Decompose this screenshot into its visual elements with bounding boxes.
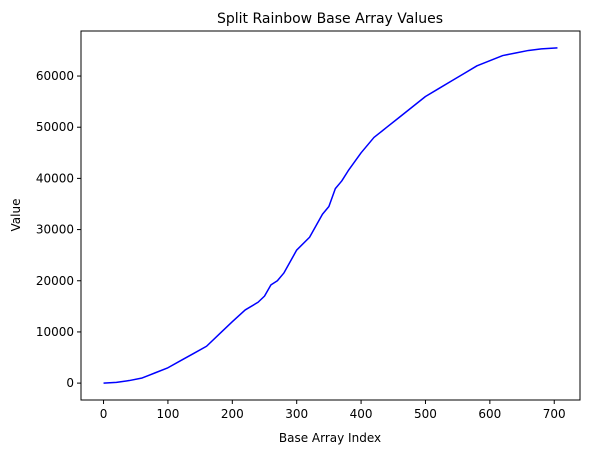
x-tick-label: 0 [100,407,108,421]
y-tick-label: 30000 [36,223,74,237]
y-tick-label: 40000 [36,171,74,185]
x-tick-label: 300 [285,407,308,421]
series-layer [103,47,558,384]
x-tick-label: 100 [156,407,179,421]
plot-area [80,30,581,401]
y-tick-label: 60000 [36,69,74,83]
x-tick-label: 700 [543,407,566,421]
series-line [103,47,558,384]
y-tick-label: 50000 [36,120,74,134]
x-axis: 0 100 200 300 400 500 600 700 [100,400,566,421]
y-axis-label: Value [9,199,23,232]
x-tick-label: 200 [221,407,244,421]
chart-title: Split Rainbow Base Array Values [217,11,443,27]
x-tick-label: 600 [478,407,501,421]
y-axis: 0 10000 20000 30000 40000 50000 60000 [36,69,81,390]
x-axis-label: Base Array Index [279,431,381,445]
y-tick-label: 20000 [36,274,74,288]
x-tick-label: 500 [414,407,437,421]
y-tick-label: 10000 [36,325,74,339]
y-tick-label: 0 [66,376,74,390]
x-tick-label: 400 [350,407,373,421]
